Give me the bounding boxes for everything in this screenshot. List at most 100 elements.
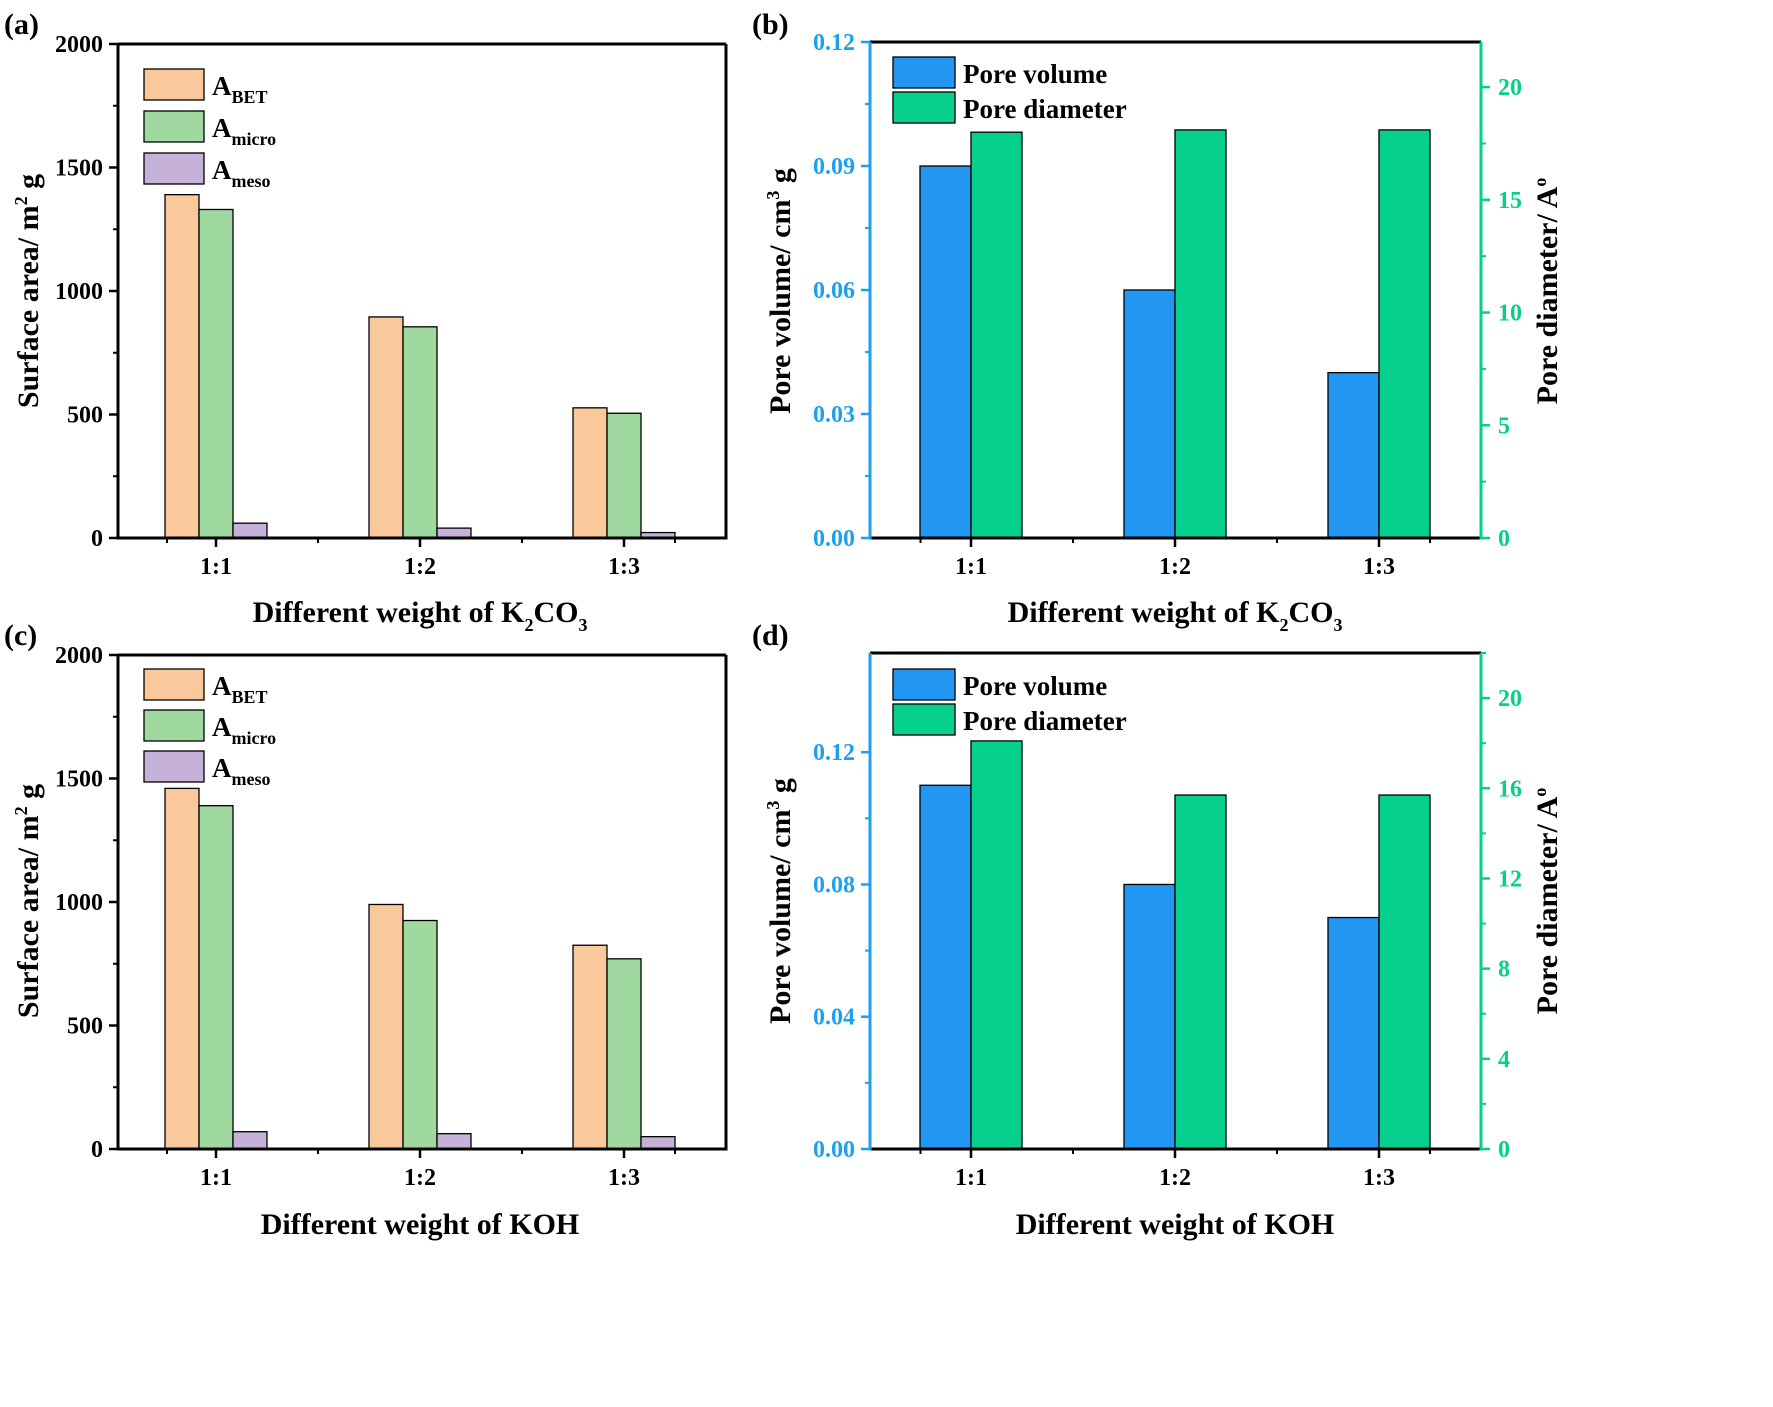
bar-pore-diameter-1:1: [970, 740, 1023, 1150]
bar-meso-1:2: [436, 1133, 472, 1150]
bar-pore-volume-1:3: [1327, 916, 1380, 1150]
y2-tick-label: 15: [1498, 188, 1522, 214]
legend-label: Amicro: [212, 113, 276, 149]
legend-label: Ameso: [212, 155, 271, 191]
bar-micro-1:2: [402, 919, 438, 1150]
y-axis-title-text: Pore volume/ cm: [764, 200, 797, 414]
legend-label: Pore diameter: [963, 706, 1127, 736]
y-tick-label: 1500: [55, 156, 103, 182]
y2-tick-label: 12: [1498, 866, 1522, 892]
y2-axis-title-sup: o: [1530, 178, 1550, 187]
y2-tick-label: 20: [1498, 686, 1522, 712]
chart-panel-2: (b) 0.00 0.03 0.06 0.09 0.12 0 5 10 15 20 1:1 1:2 1:3…: [752, 8, 1564, 635]
y-axis-title-sup: 2: [11, 806, 31, 815]
legend-label-text: Pore diameter: [963, 706, 1127, 736]
x-axis-title-text: Different weight of KOH: [261, 1208, 580, 1241]
legend-swatch: [143, 110, 205, 143]
y2-tick-label: 10: [1498, 301, 1522, 327]
y-axis-title-sup: 2: [11, 196, 31, 205]
bar-meso-1:1: [232, 1131, 268, 1150]
legend-swatch: [143, 709, 205, 742]
y-tick-label: 1000: [55, 279, 103, 305]
y-tick-label: 0.00: [813, 1137, 855, 1163]
x-axis-title: Different weight of KOH: [261, 1208, 580, 1241]
legend-label: Amicro: [212, 712, 276, 748]
y-tick-label: 0.00: [813, 526, 855, 552]
legend-label: ABET: [212, 71, 268, 107]
y-axis-title-sup: 3: [763, 191, 783, 200]
x-tick-label: 1:2: [404, 1165, 436, 1191]
x-tick-label: 1:3: [608, 554, 640, 580]
y-axis-title: Surface area/ m2 g: [11, 784, 45, 1018]
y-tick-label: 1000: [55, 890, 103, 916]
bar-pore-volume-1:2: [1123, 883, 1176, 1150]
legend-label-text: A: [212, 113, 232, 143]
x-axis-title-text: CO: [1288, 596, 1333, 629]
y-axis-title-text: g: [12, 174, 45, 197]
bar-micro-1:1: [198, 208, 234, 539]
y-tick-label: 500: [67, 1014, 103, 1040]
bar-meso-1:1: [232, 522, 268, 539]
y-tick-label: 0.12: [813, 30, 855, 56]
y-tick-label: 0.12: [813, 740, 855, 766]
bar-bet-1:3: [572, 944, 608, 1150]
x-tick-label: 1:1: [955, 1165, 987, 1191]
y2-axis-title: Pore diameter/ Ao: [1530, 788, 1564, 1015]
legend-swatch: [892, 703, 956, 736]
y-axis-title: Surface area/ m2 g: [11, 174, 45, 408]
legend-label: Pore volume: [963, 671, 1107, 701]
panel-label: (a): [4, 8, 39, 41]
y-axis-title: Pore volume/ cm3 g: [763, 778, 797, 1024]
legend-label: Pore volume: [963, 59, 1107, 89]
y2-tick-label: 0: [1498, 526, 1510, 552]
y2-tick-label: 0: [1498, 1137, 1510, 1163]
y-axis-title-text: g: [764, 778, 797, 801]
y-tick-label: 2000: [55, 643, 103, 669]
legend-label-sub: BET: [232, 87, 268, 107]
bar-bet-1:3: [572, 407, 608, 539]
bar-bet-1:2: [368, 903, 404, 1150]
y2-axis-title-text: Pore diameter/ A: [1531, 186, 1564, 404]
y2-axis-title: Pore diameter/ Ao: [1530, 178, 1564, 405]
bar-pore-diameter-1:1: [970, 131, 1023, 539]
y2-tick-label: 20: [1498, 75, 1522, 101]
legend-label-sub: meso: [232, 171, 271, 191]
y2-tick-label: 4: [1498, 1047, 1510, 1073]
bar-pore-diameter-1:2: [1174, 794, 1227, 1150]
legend-label: Pore diameter: [963, 94, 1127, 124]
x-axis-title: Different weight of K2CO3: [1008, 596, 1343, 635]
legend-label-sub: meso: [232, 769, 271, 789]
x-tick-label: 1:3: [608, 1165, 640, 1191]
legend-swatch: [143, 68, 205, 101]
legend-swatch: [143, 750, 205, 783]
bar-pore-diameter-1:2: [1174, 129, 1227, 539]
y2-tick-label: 5: [1498, 413, 1510, 439]
legend-label-sub: micro: [232, 129, 277, 149]
legend-label-sub: BET: [232, 687, 268, 707]
x-tick-label: 1:1: [955, 554, 987, 580]
bar-pore-volume-1:2: [1123, 289, 1176, 539]
bar-pore-diameter-1:3: [1378, 129, 1431, 539]
legend-swatch: [143, 668, 205, 701]
legend: ABET Amicro Ameso: [143, 668, 276, 789]
bar-micro-1:1: [198, 805, 234, 1150]
legend-swatch: [143, 152, 205, 185]
x-tick-label: 1:2: [1159, 554, 1191, 580]
legend-swatch: [892, 668, 956, 701]
y-tick-label: 0.04: [813, 1005, 855, 1031]
legend: Pore volume Pore diameter: [892, 56, 1127, 124]
x-axis-title-text: Different weight of K: [1008, 596, 1281, 629]
bar-pore-volume-1:3: [1327, 372, 1380, 539]
y-tick-label: 0.06: [813, 278, 855, 304]
legend-label-text: A: [212, 753, 232, 783]
x-axis-title-text: Different weight of K: [253, 596, 526, 629]
y-tick-label: 0.09: [813, 154, 855, 180]
legend-label: ABET: [212, 671, 268, 707]
legend: Pore volume Pore diameter: [892, 668, 1127, 736]
x-axis-title-sub: 3: [1333, 615, 1342, 635]
x-axis-title-text: Different weight of KOH: [1016, 1208, 1335, 1241]
x-tick-label: 1:3: [1363, 554, 1395, 580]
y-axis-title-text: Surface area/ m: [12, 815, 45, 1018]
